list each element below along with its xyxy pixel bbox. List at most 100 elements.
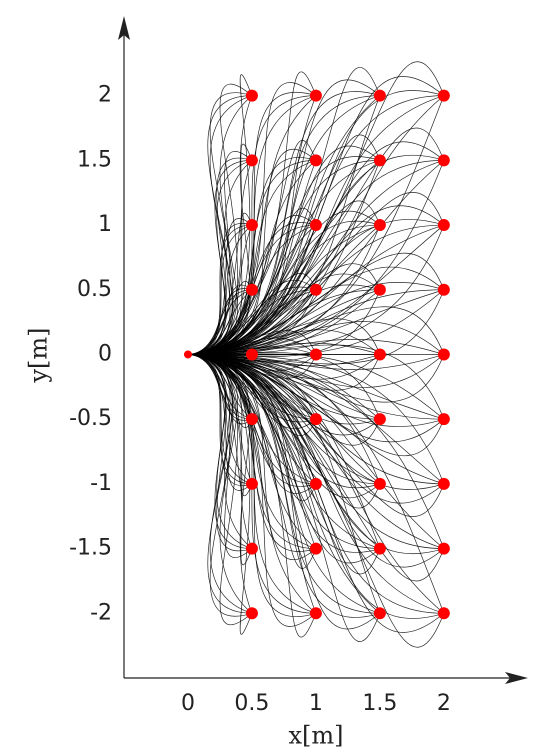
trajectory — [187, 354, 445, 403]
trajectory — [187, 95, 444, 355]
trajectory — [187, 79, 381, 355]
trajectory — [187, 354, 444, 619]
point — [245, 413, 258, 426]
x-axis-label: x[m] — [288, 722, 343, 750]
trajectory — [187, 354, 253, 558]
y-tick-label: 0.5 — [77, 277, 112, 302]
x-tick-label: 2 — [437, 691, 451, 716]
point — [309, 283, 322, 296]
y-axis-label: y[m] — [25, 327, 53, 383]
point — [309, 477, 322, 490]
point — [437, 283, 450, 296]
point — [309, 89, 322, 102]
point — [245, 607, 258, 620]
point — [373, 413, 386, 426]
trajectory — [187, 354, 317, 502]
point — [245, 154, 258, 167]
trajectory — [187, 354, 445, 504]
x-tick-label: 1 — [309, 691, 323, 716]
point — [245, 542, 258, 555]
x-axis-arrow — [505, 672, 528, 684]
point — [309, 607, 322, 620]
trajectory — [187, 354, 445, 614]
trajectory — [187, 95, 445, 355]
trajectory — [187, 160, 445, 355]
point — [373, 154, 386, 167]
point — [309, 348, 322, 361]
y-tick-label: 2 — [98, 83, 112, 108]
trajectory — [187, 354, 445, 648]
trajectory — [187, 289, 445, 356]
point — [183, 350, 192, 359]
point — [437, 154, 450, 167]
point — [309, 154, 322, 167]
point — [437, 219, 450, 232]
trajectory — [187, 354, 445, 517]
y-tick-label: -0.5 — [69, 406, 112, 431]
point — [245, 89, 258, 102]
x-tick-label: 1.5 — [362, 691, 397, 716]
trajectory — [187, 354, 380, 489]
point — [373, 219, 386, 232]
trajectory — [187, 354, 381, 575]
y-tick-label: 0 — [98, 341, 112, 366]
point — [373, 542, 386, 555]
x-tick-label: 0 — [181, 691, 195, 716]
trajectory — [187, 354, 444, 427]
point — [309, 219, 322, 232]
trajectory — [187, 224, 252, 355]
trajectory — [187, 354, 445, 614]
y-tick-label: 1.5 — [77, 147, 112, 172]
trajectory — [187, 160, 444, 355]
trajectory — [187, 76, 445, 355]
point — [437, 413, 450, 426]
trajectory — [187, 354, 381, 509]
trajectory — [187, 289, 444, 355]
trajectory — [187, 224, 445, 355]
y-tick-label: -1 — [90, 471, 112, 496]
trajectory — [187, 95, 445, 355]
trajectory — [187, 354, 445, 485]
trajectory — [187, 354, 445, 388]
point — [373, 283, 386, 296]
point — [309, 542, 322, 555]
trajectory — [187, 160, 444, 355]
y-axis-arrow — [118, 16, 130, 40]
point — [245, 219, 258, 232]
trajectory — [187, 289, 445, 365]
trajectory — [187, 354, 253, 428]
point — [245, 283, 258, 296]
point — [373, 348, 386, 361]
point — [373, 477, 386, 490]
trajectory — [187, 154, 444, 355]
trajectory — [187, 281, 444, 355]
point — [309, 413, 322, 426]
trajectory — [187, 160, 253, 355]
trajectory — [187, 354, 444, 614]
trajectories — [187, 61, 445, 648]
y-tick-label: -2 — [90, 600, 112, 625]
point — [437, 477, 450, 490]
point — [373, 607, 386, 620]
point — [437, 348, 450, 361]
x-tick-label: 0.5 — [234, 691, 269, 716]
trajectory — [187, 67, 381, 355]
point — [245, 477, 258, 490]
trajectory — [187, 95, 381, 355]
y-tick-label: -1.5 — [69, 536, 112, 561]
trajectory — [187, 90, 444, 355]
y-tick-label: 1 — [98, 212, 112, 237]
point — [437, 542, 450, 555]
point — [437, 89, 450, 102]
trajectory — [187, 354, 445, 457]
point — [245, 348, 258, 361]
trajectory — [187, 289, 444, 355]
trajectory — [187, 354, 445, 568]
trajectory — [187, 141, 445, 355]
trajectory — [187, 160, 445, 355]
trajectory — [187, 95, 380, 355]
trajectory — [187, 354, 253, 566]
trajectory — [187, 157, 253, 355]
point — [437, 607, 450, 620]
